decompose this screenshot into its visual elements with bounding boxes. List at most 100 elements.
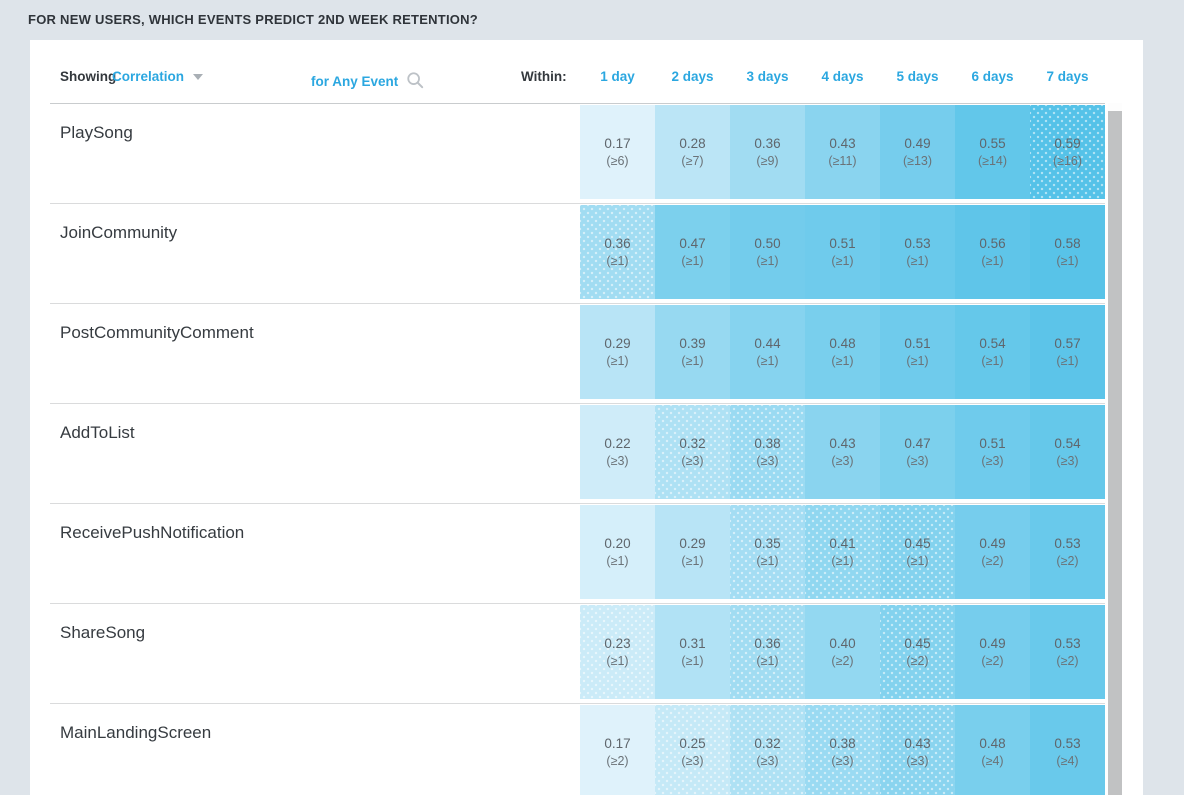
- heatmap-cell[interactable]: 0.23 (≥1): [580, 605, 655, 699]
- cell-threshold: (≥1): [1056, 353, 1079, 368]
- heatmap-cell[interactable]: 0.48 (≥4): [955, 705, 1030, 795]
- heatmap-cell[interactable]: 0.38 (≥3): [805, 705, 880, 795]
- cell-threshold: (≥6): [606, 153, 629, 168]
- cell-threshold: (≥1): [906, 253, 929, 268]
- heatmap-cell[interactable]: 0.49 (≥2): [955, 605, 1030, 699]
- cell-value: 0.45: [904, 635, 931, 651]
- heatmap-cell[interactable]: 0.55 (≥14): [955, 105, 1030, 199]
- heatmap-cell[interactable]: 0.20 (≥1): [580, 505, 655, 599]
- heatmap-cell[interactable]: 0.40 (≥2): [805, 605, 880, 699]
- cell-threshold: (≥1): [1056, 253, 1079, 268]
- cell-threshold: (≥1): [681, 553, 704, 568]
- heatmap-cell[interactable]: 0.22 (≥3): [580, 405, 655, 499]
- chevron-down-icon: [193, 74, 204, 80]
- scrollbar-thumb[interactable]: [1108, 111, 1122, 795]
- column-header-5-days[interactable]: 5 days: [896, 69, 939, 84]
- heatmap-cell[interactable]: 0.53 (≥1): [880, 205, 955, 299]
- heatmap-cell[interactable]: 0.54 (≥1): [955, 305, 1030, 399]
- search-icon: [407, 72, 424, 89]
- heatmap-cell[interactable]: 0.31 (≥1): [655, 605, 730, 699]
- cell-value: 0.28: [679, 135, 706, 151]
- heatmap-cell[interactable]: 0.32 (≥3): [730, 705, 805, 795]
- heatmap-cell[interactable]: 0.29 (≥1): [580, 305, 655, 399]
- heatmap-cell[interactable]: 0.35 (≥1): [730, 505, 805, 599]
- cell-value: 0.29: [604, 335, 631, 351]
- cell-value: 0.25: [679, 735, 706, 751]
- within-label: Within:: [521, 69, 567, 84]
- heatmap-cell[interactable]: 0.25 (≥3): [655, 705, 730, 795]
- heatmap-cell[interactable]: 0.38 (≥3): [730, 405, 805, 499]
- heatmap-cell[interactable]: 0.41 (≥1): [805, 505, 880, 599]
- heatmap-cell[interactable]: 0.43 (≥3): [805, 405, 880, 499]
- cell-threshold: (≥4): [981, 753, 1004, 768]
- column-header-4-days[interactable]: 4 days: [821, 69, 864, 84]
- heatmap-cell[interactable]: 0.45 (≥2): [880, 605, 955, 699]
- event-scope-button[interactable]: for Any Event: [311, 68, 424, 90]
- heatmap-cell[interactable]: 0.53 (≥4): [1030, 705, 1105, 795]
- cell-threshold: (≥3): [681, 453, 704, 468]
- heatmap-cell[interactable]: 0.57 (≥1): [1030, 305, 1105, 399]
- heatmap-cell[interactable]: 0.47 (≥3): [880, 405, 955, 499]
- heatmap-cell[interactable]: 0.17 (≥2): [580, 705, 655, 795]
- cell-threshold: (≥3): [831, 753, 854, 768]
- heatmap-cell[interactable]: 0.53 (≥2): [1030, 505, 1105, 599]
- heatmap-cell[interactable]: 0.43 (≥3): [880, 705, 955, 795]
- cell-threshold: (≥1): [756, 653, 779, 668]
- heatmap-cell[interactable]: 0.17 (≥6): [580, 105, 655, 199]
- cell-value: 0.20: [604, 535, 631, 551]
- heatmap-cell[interactable]: 0.44 (≥1): [730, 305, 805, 399]
- heatmap-cell[interactable]: 0.36 (≥1): [580, 205, 655, 299]
- heatmap-cell[interactable]: 0.54 (≥3): [1030, 405, 1105, 499]
- heatmap-cell[interactable]: 0.49 (≥13): [880, 105, 955, 199]
- heatmap-cell[interactable]: 0.39 (≥1): [655, 305, 730, 399]
- heatmap-cell[interactable]: 0.53 (≥2): [1030, 605, 1105, 699]
- heatmap-cell[interactable]: 0.47 (≥1): [655, 205, 730, 299]
- cell-threshold: (≥1): [756, 253, 779, 268]
- column-header-1-day[interactable]: 1 day: [600, 69, 635, 84]
- column-header-7-days[interactable]: 7 days: [1046, 69, 1089, 84]
- cell-threshold: (≥1): [831, 253, 854, 268]
- cell-threshold: (≥11): [828, 153, 857, 168]
- event-name: ShareSong: [60, 623, 146, 642]
- heatmap-cell[interactable]: 0.50 (≥1): [730, 205, 805, 299]
- heatmap-cell[interactable]: 0.32 (≥3): [655, 405, 730, 499]
- cell-value: 0.35: [754, 535, 781, 551]
- metric-dropdown[interactable]: Correlation: [112, 68, 204, 85]
- cell-threshold: (≥9): [756, 153, 779, 168]
- event-name: PostCommunityComment: [60, 323, 254, 342]
- heatmap-cell[interactable]: 0.51 (≥1): [805, 205, 880, 299]
- event-row: AddToList 0.22 (≥3) 0.32 (≥3) 0.38 (≥3) 0.43 (≥3…: [30, 403, 1143, 503]
- heatmap-cell[interactable]: 0.29 (≥1): [655, 505, 730, 599]
- heatmap-cell[interactable]: 0.56 (≥1): [955, 205, 1030, 299]
- event-scope-label: for Any Event: [311, 74, 399, 89]
- cell-threshold: (≥7): [681, 153, 704, 168]
- heatmap-cell[interactable]: 0.36 (≥1): [730, 605, 805, 699]
- vertical-scrollbar[interactable]: [1108, 103, 1122, 795]
- cell-value: 0.48: [829, 335, 856, 351]
- cell-threshold: (≥1): [606, 253, 629, 268]
- cell-value: 0.22: [604, 435, 631, 451]
- cell-threshold: (≥1): [756, 553, 779, 568]
- heatmap-cell[interactable]: 0.28 (≥7): [655, 105, 730, 199]
- heatmap-cell[interactable]: 0.48 (≥1): [805, 305, 880, 399]
- event-row: JoinCommunity 0.36 (≥1) 0.47 (≥1) 0.50 (≥1) 0.5…: [30, 203, 1143, 303]
- cell-threshold: (≥3): [981, 453, 1004, 468]
- heatmap-cell[interactable]: 0.59 (≥16): [1030, 105, 1105, 199]
- cell-value: 0.36: [754, 135, 781, 151]
- column-header-6-days[interactable]: 6 days: [971, 69, 1014, 84]
- heatmap-cell[interactable]: 0.49 (≥2): [955, 505, 1030, 599]
- heatmap-cell[interactable]: 0.43 (≥11): [805, 105, 880, 199]
- cell-threshold: (≥1): [831, 553, 854, 568]
- cell-threshold: (≥13): [902, 153, 933, 168]
- cell-value: 0.51: [979, 435, 1006, 451]
- cell-value: 0.51: [904, 335, 931, 351]
- heatmap-cell[interactable]: 0.51 (≥1): [880, 305, 955, 399]
- column-header-2-days[interactable]: 2 days: [671, 69, 714, 84]
- heatmap-cell[interactable]: 0.51 (≥3): [955, 405, 1030, 499]
- heatmap-cell[interactable]: 0.58 (≥1): [1030, 205, 1105, 299]
- heatmap-cell[interactable]: 0.45 (≥1): [880, 505, 955, 599]
- cell-value: 0.23: [604, 635, 631, 651]
- showing-label: Showing: [60, 69, 117, 84]
- heatmap-cell[interactable]: 0.36 (≥9): [730, 105, 805, 199]
- column-header-3-days[interactable]: 3 days: [746, 69, 789, 84]
